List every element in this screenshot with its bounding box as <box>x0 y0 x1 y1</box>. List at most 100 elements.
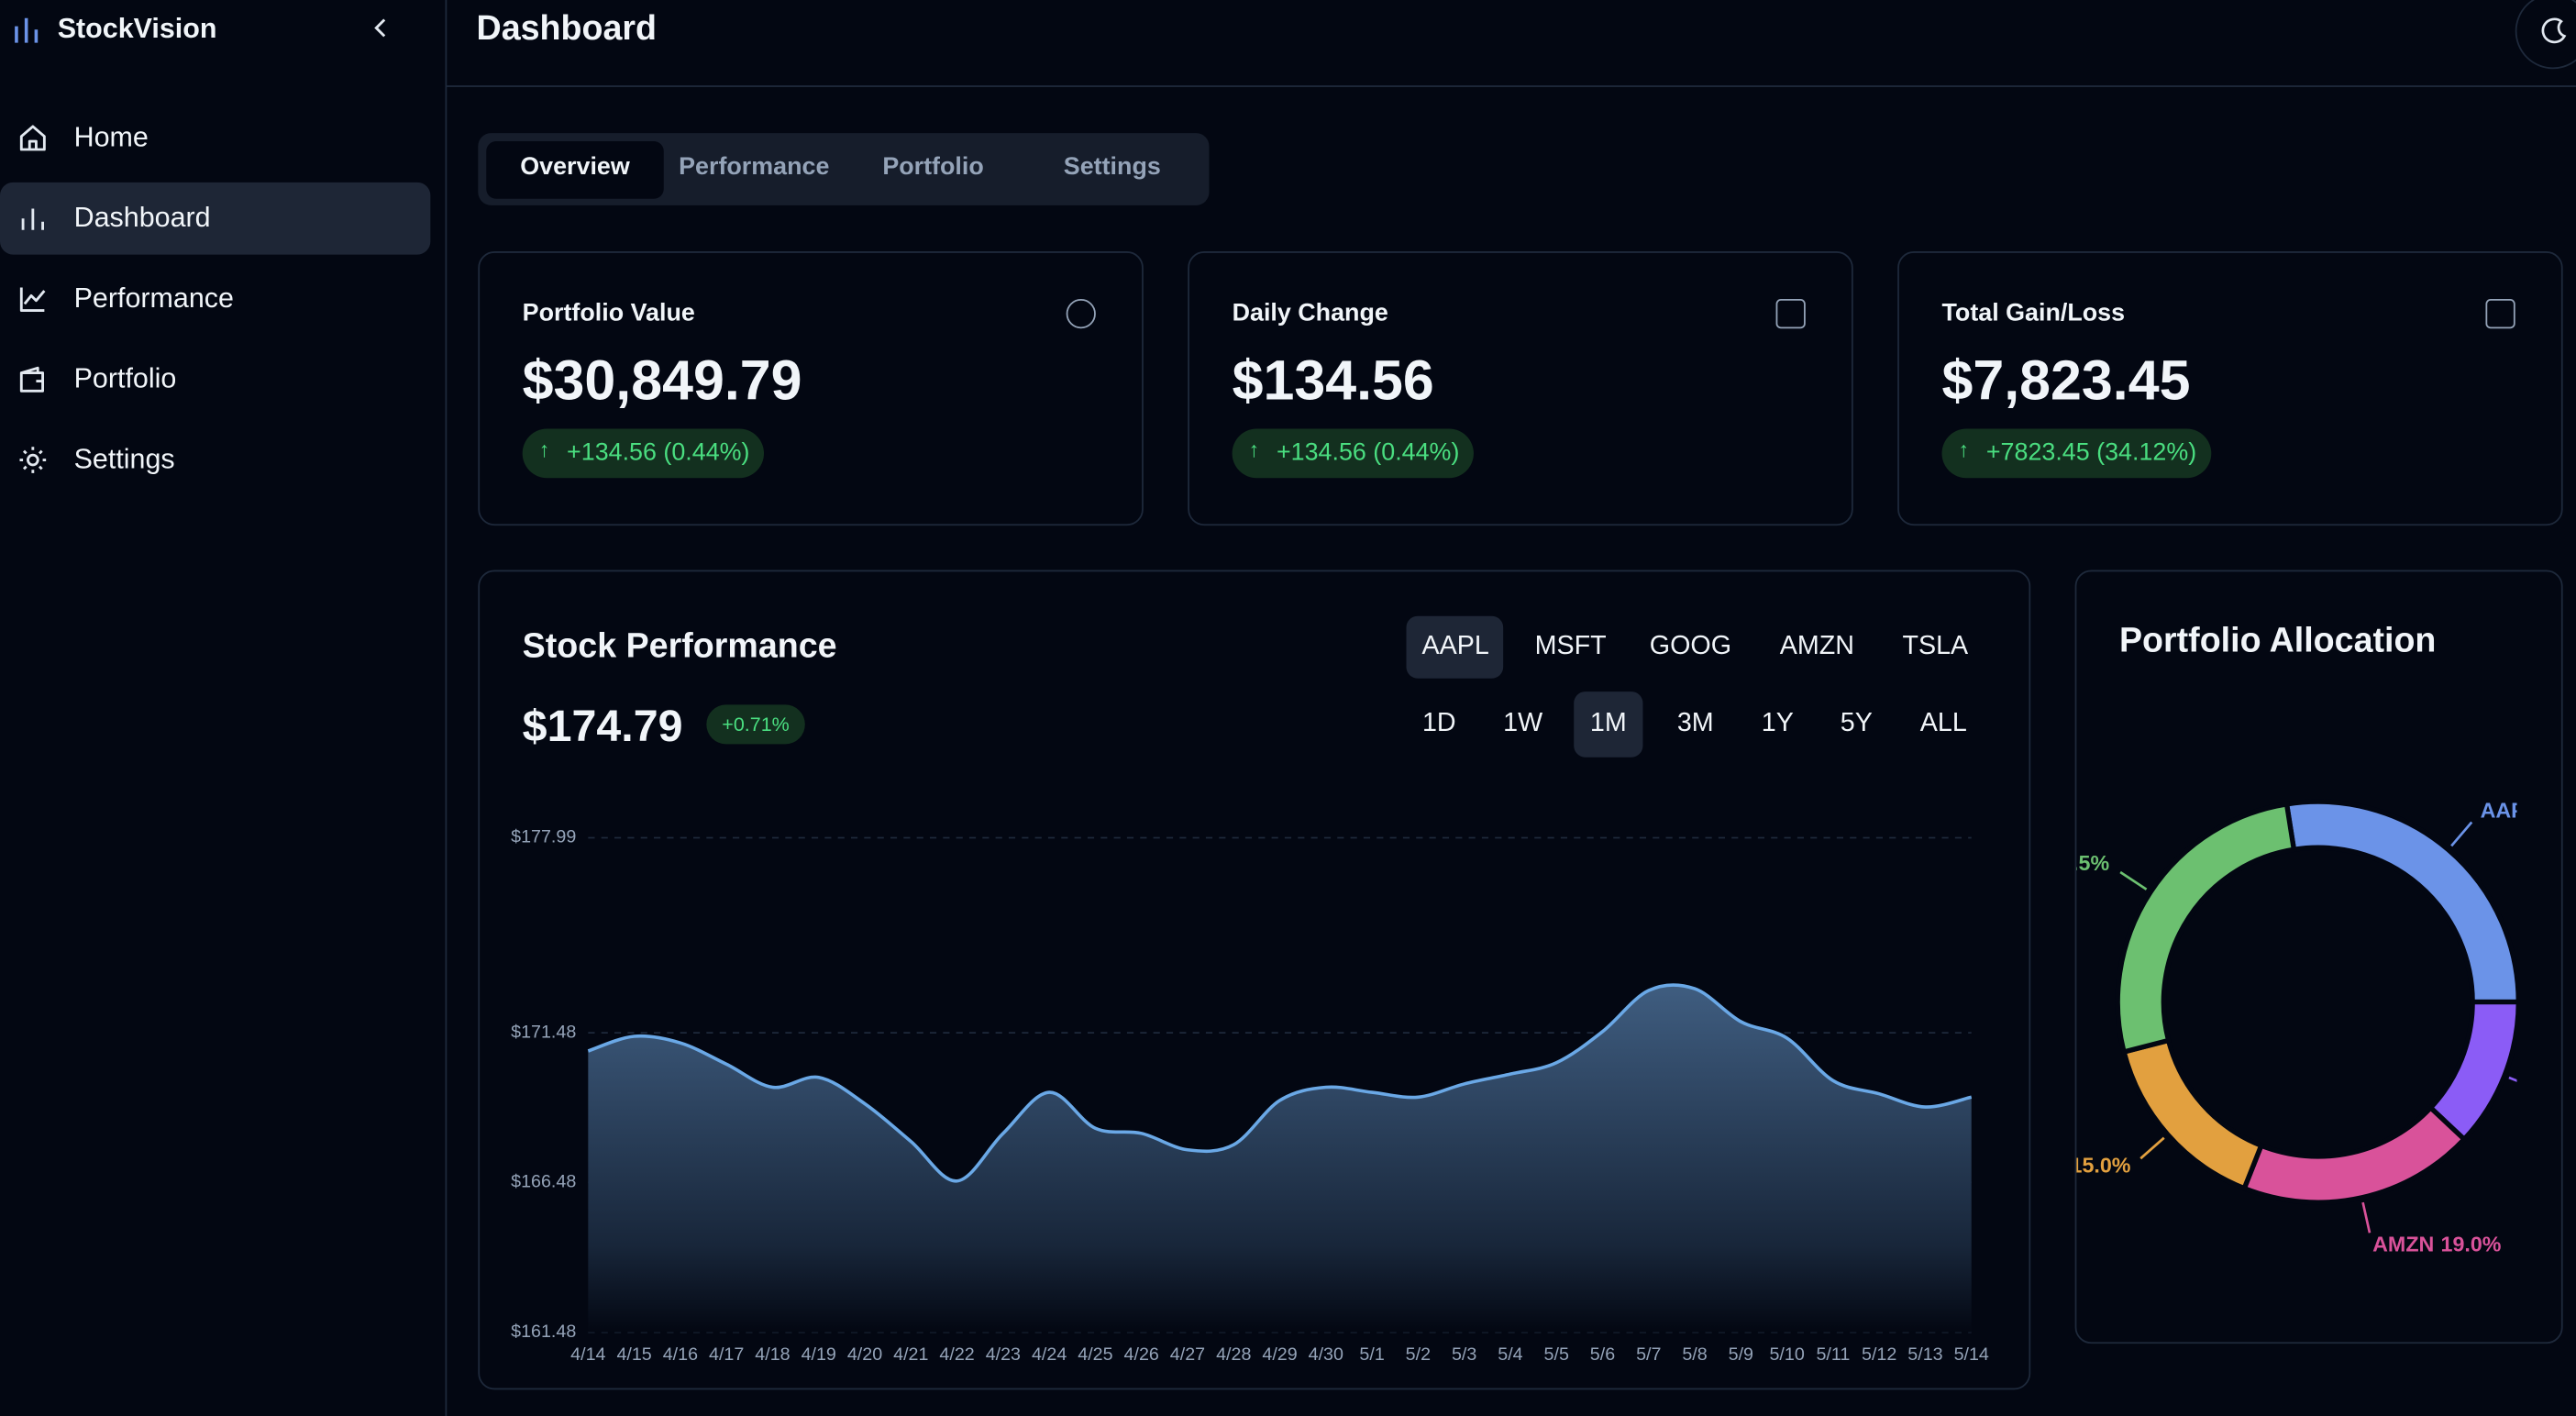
x-tick-label: 5/14 <box>1954 1344 1989 1365</box>
x-tick-label: 5/7 <box>1636 1344 1661 1365</box>
segment-name: TSLA <box>2008 1154 2064 1178</box>
x-tick-label: 5/10 <box>1769 1344 1804 1365</box>
x-tick-label: 5/2 <box>1406 1344 1431 1365</box>
card-change: +134.56 (0.44%) <box>523 428 765 478</box>
x-tick-label: 4/27 <box>1170 1344 1205 1365</box>
x-tick-label: 5/13 <box>1907 1344 1942 1365</box>
segment-name: AMZN <box>2372 1232 2434 1256</box>
card-value: $30,849.79 <box>523 350 802 415</box>
range-button[interactable]: 3M <box>1654 710 1737 739</box>
donut-segment <box>2124 1040 2261 1188</box>
x-tick-label: 4/26 <box>1124 1344 1159 1365</box>
donut-segment <box>2287 802 2519 1002</box>
x-tick-label: 5/8 <box>1682 1344 1707 1365</box>
x-tick-label: 4/21 <box>893 1344 928 1365</box>
symbol-button[interactable]: MSFT <box>1521 633 1620 662</box>
leader-line <box>2451 822 2471 846</box>
y-tick-label: $161.48 <box>511 1322 576 1342</box>
allocation-title: Portfolio Allocation <box>2119 620 2436 658</box>
x-tick-label: 5/11 <box>1816 1344 1850 1365</box>
segment-value: 27.5% <box>2545 799 2576 823</box>
range-button[interactable]: 1M <box>1567 710 1650 739</box>
area <box>588 985 1971 1333</box>
tab[interactable]: Settings <box>1013 153 1211 181</box>
x-tick-label: 5/1 <box>1359 1344 1384 1365</box>
segment-name: MSFT <box>2550 1080 2576 1104</box>
leader-line <box>2363 1202 2370 1233</box>
nav-icon <box>17 363 50 396</box>
segment-label: GOOG26.5% <box>1976 851 2110 875</box>
x-tick-label: 4/28 <box>1216 1344 1251 1365</box>
card-icon <box>1776 299 1806 328</box>
x-tick-label: 5/12 <box>1862 1344 1896 1365</box>
tab[interactable]: Performance <box>656 153 853 181</box>
card-title: Portfolio Value <box>523 299 695 326</box>
nav-icon <box>17 444 50 477</box>
range-button[interactable]: 1D <box>1399 710 1481 739</box>
x-tick-label: 4/23 <box>986 1344 1021 1365</box>
x-tick-label: 4/24 <box>1032 1344 1067 1365</box>
symbol-button[interactable]: TSLA <box>1886 633 1985 662</box>
arrow-up: ↑ <box>539 437 550 461</box>
nav-icon <box>17 202 50 235</box>
x-tick-label: 4/19 <box>802 1344 836 1365</box>
card-icon <box>2485 299 2515 328</box>
leader-line <box>2509 1078 2538 1090</box>
arrow-up: ↑ <box>1958 437 1969 461</box>
range-button[interactable]: ALL <box>1902 710 1985 739</box>
tab[interactable]: Portfolio <box>835 153 1032 181</box>
donut: AAPL 27.5% MSFT12.0% AMZN 19.0% TSLA 15.0% GOOG… <box>1976 799 2576 1256</box>
donut-segment <box>2244 1108 2464 1202</box>
y-tick-label: $166.48 <box>511 1172 576 1192</box>
range-button[interactable]: 1W <box>1482 710 1564 739</box>
nav-item[interactable]: Settings <box>74 444 175 477</box>
x-tick-label: 4/16 <box>663 1344 698 1365</box>
y-tick-label: $177.99 <box>511 827 576 847</box>
segment-value: 26.5% <box>2049 851 2109 875</box>
nav-icon <box>17 122 50 155</box>
nav-item[interactable]: Dashboard <box>74 202 211 235</box>
leader-line <box>2140 1138 2164 1159</box>
arrow-up: ↑ <box>1249 437 1260 461</box>
donut-segment <box>2117 804 2294 1052</box>
nav-item[interactable]: Portfolio <box>74 363 177 396</box>
card-value: $134.56 <box>1233 350 1434 415</box>
range-button[interactable]: 1Y <box>1737 710 1819 739</box>
tab[interactable]: Overview <box>477 153 674 181</box>
card-value: $7,823.45 <box>1941 350 2190 415</box>
x-tick-label: 5/6 <box>1590 1344 1615 1365</box>
symbol-button[interactable]: AAPL <box>1406 633 1504 662</box>
segment-value: 19.0% <box>2441 1232 2502 1256</box>
x-tick-label: 5/5 <box>1544 1344 1569 1365</box>
segment-label: TSLA 15.0% <box>2008 1154 2131 1178</box>
nav-item[interactable]: Home <box>74 122 149 155</box>
nav-item[interactable]: Performance <box>74 282 234 315</box>
nav-icon <box>17 282 50 315</box>
card-title: Total Gain/Loss <box>1941 299 2125 326</box>
symbol-button[interactable]: AMZN <box>1768 633 1866 662</box>
segment-name: AAPL <box>2481 799 2538 823</box>
nav-active-bg <box>0 183 430 255</box>
x-tick-label: 4/14 <box>570 1344 605 1365</box>
x-tick-label: 4/18 <box>755 1344 790 1365</box>
x-tick-label: 5/4 <box>1498 1344 1522 1365</box>
x-tick-label: 4/17 <box>709 1344 744 1365</box>
y-tick-label: $171.48 <box>511 1022 576 1042</box>
card-title: Daily Change <box>1233 299 1388 326</box>
symbol-button[interactable]: GOOG <box>1642 633 1740 662</box>
x-tick-label: 4/20 <box>847 1344 882 1365</box>
x-tick-label: 4/25 <box>1078 1344 1112 1365</box>
card-icon <box>1067 299 1096 328</box>
segment-label: MSFT12.0% <box>2550 1080 2576 1104</box>
segment-label: AAPL 27.5% <box>2481 799 2576 823</box>
x-tick-label: 5/3 <box>1452 1344 1476 1365</box>
x-tick-label: 4/22 <box>939 1344 974 1365</box>
segment-label: AMZN 19.0% <box>2372 1232 2502 1256</box>
segment-value: 15.0% <box>2071 1154 2131 1178</box>
leader-line <box>2120 872 2146 890</box>
x-tick-label: 4/29 <box>1262 1344 1297 1365</box>
x-tick-label: 4/30 <box>1309 1344 1343 1365</box>
range-button[interactable]: 5Y <box>1816 710 1898 739</box>
